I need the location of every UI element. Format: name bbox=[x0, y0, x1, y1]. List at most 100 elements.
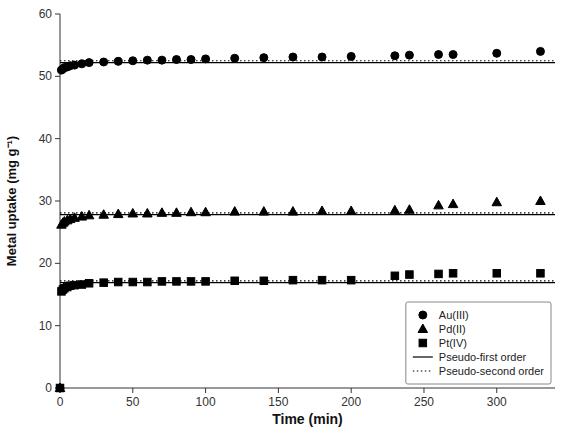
chart: 0501001502002503000102030405060Time (min… bbox=[0, 0, 573, 434]
data-point bbox=[406, 271, 414, 279]
data-point bbox=[158, 278, 166, 286]
data-point bbox=[317, 206, 327, 215]
data-point bbox=[230, 207, 240, 216]
data-point bbox=[85, 280, 93, 288]
data-point bbox=[347, 52, 355, 60]
data-point bbox=[172, 56, 180, 64]
data-point bbox=[390, 205, 400, 214]
data-point bbox=[288, 207, 298, 216]
legend-item: Pseudo-first order bbox=[413, 351, 527, 363]
data-point bbox=[347, 276, 355, 284]
data-point bbox=[84, 210, 94, 219]
data-point bbox=[449, 270, 457, 278]
legend-swatch bbox=[419, 339, 427, 347]
data-point bbox=[100, 58, 108, 66]
data-point bbox=[172, 208, 182, 217]
data-point bbox=[114, 57, 122, 65]
data-point bbox=[448, 199, 458, 208]
y-tick bbox=[55, 138, 60, 139]
data-point bbox=[536, 47, 544, 55]
legend: Au(III) Pd(II) Pt(IV) Pseudo-first order Pse… bbox=[406, 302, 551, 384]
legend-box bbox=[406, 302, 551, 384]
data-point bbox=[78, 60, 86, 68]
data-point bbox=[129, 278, 137, 286]
legend-swatch bbox=[418, 324, 428, 333]
y-tick-label: 60 bbox=[39, 7, 53, 21]
plot-area bbox=[55, 47, 555, 392]
y-tick-label: 20 bbox=[39, 256, 53, 270]
data-point bbox=[85, 59, 93, 67]
x-axis-label: Time (min) bbox=[272, 411, 343, 427]
data-point bbox=[537, 270, 545, 278]
data-point bbox=[71, 281, 79, 289]
legend-item: Pt(IV) bbox=[419, 337, 467, 349]
data-point bbox=[493, 270, 501, 278]
y-tick bbox=[55, 201, 60, 202]
data-point bbox=[318, 276, 326, 284]
data-point bbox=[536, 196, 546, 205]
data-point bbox=[143, 56, 151, 64]
data-point bbox=[435, 270, 443, 278]
data-point bbox=[78, 281, 86, 289]
legend-label: Pseudo-second order bbox=[439, 365, 545, 377]
data-point bbox=[231, 54, 239, 62]
x-tick-label: 200 bbox=[341, 395, 361, 409]
data-point bbox=[449, 51, 457, 59]
data-point bbox=[435, 51, 443, 59]
legend-item: Pd(II) bbox=[418, 323, 466, 335]
data-point bbox=[260, 277, 268, 285]
y-tick-label: 0 bbox=[45, 381, 52, 395]
y-tick bbox=[55, 14, 60, 15]
data-point bbox=[128, 208, 138, 217]
data-point bbox=[405, 205, 415, 214]
data-point bbox=[56, 384, 64, 392]
y-tick bbox=[55, 76, 60, 77]
data-point bbox=[346, 206, 356, 215]
data-point bbox=[144, 278, 152, 286]
data-point bbox=[56, 384, 64, 392]
x-tick bbox=[132, 388, 133, 393]
data-point bbox=[289, 53, 297, 61]
legend-label: Pt(IV) bbox=[439, 337, 467, 349]
data-point bbox=[202, 278, 210, 286]
data-point bbox=[71, 61, 79, 69]
x-tick-label: 0 bbox=[57, 395, 64, 409]
data-point bbox=[129, 57, 137, 65]
legend-swatch bbox=[413, 370, 433, 371]
y-tick-label: 30 bbox=[39, 194, 53, 208]
x-tick bbox=[496, 388, 497, 393]
data-point bbox=[100, 279, 108, 287]
x-tick-label: 300 bbox=[487, 395, 507, 409]
legend-item: Au(III) bbox=[419, 309, 469, 321]
x-tick bbox=[351, 388, 352, 393]
y-tick-label: 40 bbox=[39, 132, 53, 146]
data-point bbox=[99, 210, 109, 219]
legend-label: Au(III) bbox=[439, 309, 469, 321]
legend-swatch bbox=[413, 356, 433, 357]
data-point bbox=[318, 53, 326, 61]
data-point bbox=[405, 51, 413, 59]
x-tick bbox=[278, 388, 279, 393]
data-point bbox=[157, 208, 167, 217]
data-point bbox=[259, 207, 269, 216]
data-point bbox=[114, 278, 122, 286]
data-point bbox=[202, 55, 210, 63]
y-tick bbox=[55, 263, 60, 264]
data-point bbox=[143, 208, 153, 217]
x-tick-label: 150 bbox=[268, 395, 288, 409]
data-point bbox=[158, 56, 166, 64]
data-point bbox=[113, 209, 123, 218]
y-tick-label: 50 bbox=[39, 69, 53, 83]
y-axis-label: Metal uptake (mg g⁻¹) bbox=[4, 136, 19, 266]
data-point bbox=[391, 272, 399, 280]
data-point bbox=[492, 197, 502, 206]
legend-item: Pseudo-second order bbox=[413, 365, 545, 377]
data-point bbox=[187, 278, 195, 286]
y-tick-label: 10 bbox=[39, 319, 53, 333]
data-point bbox=[493, 49, 501, 57]
x-tick-label: 250 bbox=[414, 395, 434, 409]
data-point bbox=[231, 277, 239, 285]
data-point bbox=[391, 52, 399, 60]
data-point bbox=[173, 278, 181, 286]
data-point bbox=[201, 207, 211, 216]
